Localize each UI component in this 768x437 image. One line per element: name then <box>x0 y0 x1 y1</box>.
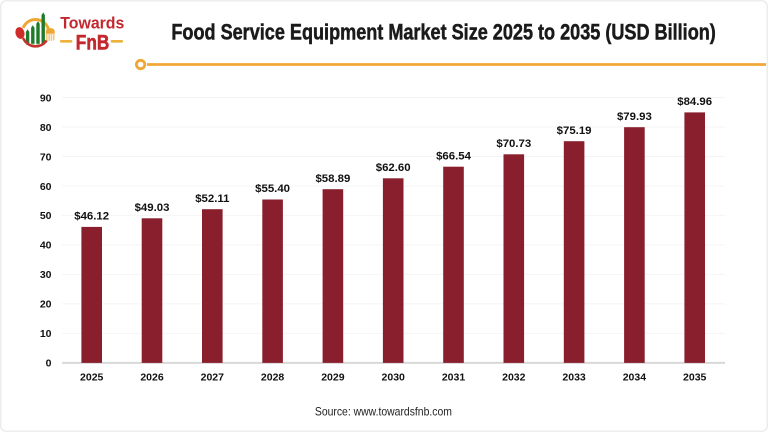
svg-text:60: 60 <box>40 181 52 193</box>
svg-text:$70.73: $70.73 <box>496 138 531 150</box>
svg-text:2027: 2027 <box>201 372 225 384</box>
svg-text:30: 30 <box>40 269 52 281</box>
svg-text:2025: 2025 <box>80 372 104 384</box>
svg-text:70: 70 <box>40 151 52 163</box>
svg-text:$84.96: $84.96 <box>677 96 712 108</box>
svg-text:2032: 2032 <box>502 372 526 384</box>
svg-text:2026: 2026 <box>140 372 164 384</box>
svg-text:$46.12: $46.12 <box>74 211 109 223</box>
svg-text:20: 20 <box>40 299 52 311</box>
svg-text:$62.60: $62.60 <box>376 162 411 174</box>
svg-text:2034: 2034 <box>623 372 647 384</box>
svg-text:$66.54: $66.54 <box>436 150 472 162</box>
svg-text:$79.93: $79.93 <box>617 111 652 123</box>
svg-text:$75.19: $75.19 <box>557 125 592 137</box>
svg-text:2029: 2029 <box>321 372 345 384</box>
svg-text:$52.11: $52.11 <box>195 193 230 205</box>
svg-text:$58.89: $58.89 <box>315 173 350 185</box>
svg-text:Source: www.towardsfnb.com: Source: www.towardsfnb.com <box>315 405 452 419</box>
svg-text:10: 10 <box>40 328 52 340</box>
svg-text:2028: 2028 <box>261 372 285 384</box>
svg-text:2031: 2031 <box>442 372 466 384</box>
svg-text:Food Service Equipment Market: Food Service Equipment Market Size 2025 … <box>171 20 715 45</box>
svg-text:90: 90 <box>40 92 52 104</box>
svg-text:FnB: FnB <box>76 31 110 54</box>
svg-text:$49.03: $49.03 <box>135 202 170 214</box>
svg-text:Towards: Towards <box>60 14 124 33</box>
svg-text:2033: 2033 <box>562 372 586 384</box>
svg-text:50: 50 <box>40 210 52 222</box>
svg-text:80: 80 <box>40 122 52 134</box>
svg-text:$55.40: $55.40 <box>255 183 290 195</box>
svg-text:2030: 2030 <box>382 372 406 384</box>
svg-text:40: 40 <box>40 240 52 252</box>
svg-text:2035: 2035 <box>683 372 707 384</box>
svg-text:0: 0 <box>46 358 52 370</box>
